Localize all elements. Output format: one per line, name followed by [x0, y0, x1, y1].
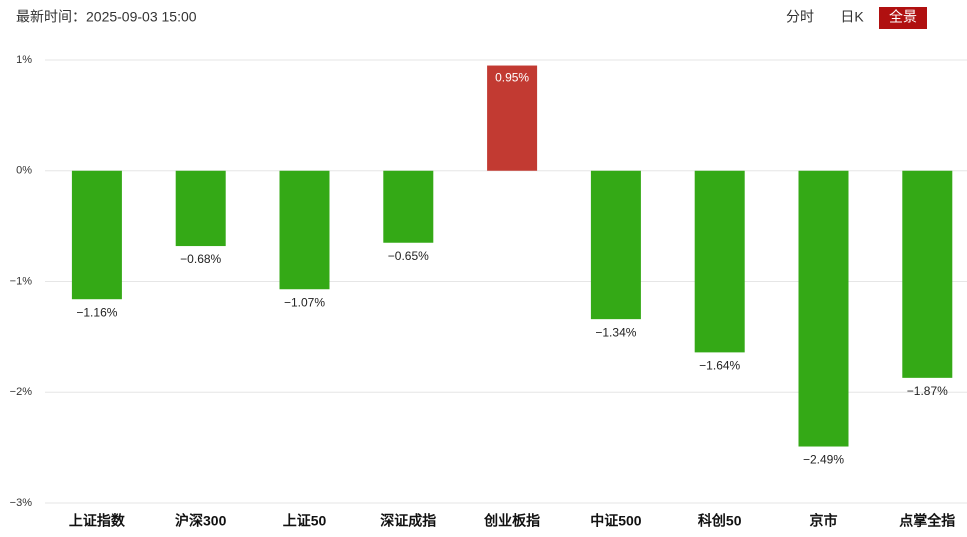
y-tick-label: 0%	[16, 165, 32, 177]
update-time: 最新时间：2025-09-03 15:00	[16, 9, 197, 25]
y-tick-label: −3%	[10, 497, 33, 509]
tab-active-bg[interactable]	[879, 7, 927, 29]
bar	[798, 170, 849, 447]
bar	[279, 170, 330, 290]
y-tick-label: 1%	[16, 54, 32, 66]
value-label: −0.65%	[388, 249, 429, 263]
value-label: 0.95%	[495, 71, 529, 85]
y-tick-label: −1%	[10, 275, 33, 287]
value-label: −1.16%	[76, 305, 117, 319]
bar	[590, 170, 641, 320]
bar	[694, 170, 745, 353]
value-label: −2.49%	[803, 453, 844, 467]
bar	[383, 170, 434, 243]
tab[interactable]: 日K	[840, 9, 864, 25]
tab[interactable]: 分时	[786, 9, 814, 25]
x-tick-label: 中证500	[590, 513, 642, 529]
value-label: −1.87%	[907, 384, 948, 398]
x-tick-label: 沪深300	[175, 513, 227, 529]
x-tick-label: 创业板指	[483, 513, 540, 529]
x-tick-label: 上证50	[283, 513, 327, 529]
x-tick-label: 深证成指	[380, 513, 436, 529]
y-tick-label: −2%	[10, 386, 33, 398]
x-tick-label: 点掌全指	[899, 513, 955, 529]
value-label: −0.68%	[180, 252, 221, 266]
value-label: −1.64%	[699, 359, 740, 373]
bar	[71, 170, 122, 300]
value-label: −1.34%	[595, 325, 636, 339]
bar	[175, 170, 226, 247]
x-tick-label: 上证指数	[69, 513, 126, 529]
bar	[902, 170, 953, 378]
value-label: −1.07%	[284, 295, 325, 309]
tab[interactable]: 全景	[889, 9, 917, 25]
x-tick-label: 科创50	[698, 513, 742, 529]
x-tick-label: 京市	[810, 513, 838, 529]
bar	[487, 65, 538, 171]
